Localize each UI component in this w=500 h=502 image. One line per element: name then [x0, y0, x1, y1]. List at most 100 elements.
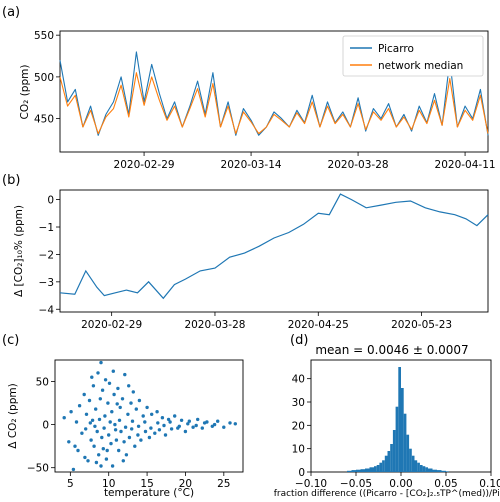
- x-tick-label: 2020-03-28: [328, 159, 389, 171]
- scatter-point: [83, 455, 87, 460]
- panel-a-yticks: 450 500 550: [34, 30, 60, 126]
- scatter-point: [71, 467, 76, 472]
- y-tick-label: 550: [34, 30, 54, 42]
- y-tick-label: 0: [42, 420, 49, 432]
- y-tick-label: 0: [47, 195, 54, 207]
- y-tick-label: 40: [292, 374, 305, 386]
- scatter-point: [90, 418, 95, 422]
- scatter-point: [163, 433, 168, 437]
- y-tick-label: 10: [292, 444, 305, 456]
- x-tick-label: −0.05: [340, 478, 372, 490]
- scatter-point: [228, 421, 232, 425]
- scatter-point: [67, 440, 71, 444]
- scatter-point: [107, 381, 112, 385]
- scatter-point: [90, 375, 94, 379]
- scatter-point: [112, 392, 116, 397]
- scatter-point: [111, 369, 116, 373]
- scatter-point: [157, 428, 162, 432]
- x-tick-label: 0.05: [434, 478, 457, 490]
- scatter-point: [108, 420, 112, 424]
- scatter-point: [82, 392, 86, 397]
- scatter-point: [153, 431, 157, 435]
- legend-box: [342, 35, 484, 77]
- histogram-bar: [387, 451, 391, 472]
- scatter-point: [114, 438, 119, 442]
- scatter-point: [84, 412, 89, 416]
- x-tick-label: 25: [217, 478, 230, 490]
- scatter-point: [74, 420, 79, 424]
- panel-a-ylabel: CO₂ (ppm): [19, 65, 31, 120]
- y-tick-label: 500: [34, 72, 54, 84]
- scatter-point: [91, 384, 96, 388]
- panel-b-xticks: 2020-02-29 2020-03-28 2020-04-25 2020-05-23: [81, 312, 452, 331]
- histogram-bar: [411, 455, 415, 472]
- scatter-point: [96, 371, 100, 375]
- histogram-bar: [414, 460, 418, 472]
- x-tick-label: 2020-04-11: [435, 159, 496, 171]
- histogram-bar: [384, 455, 388, 472]
- scatter-point: [150, 412, 154, 416]
- histogram-bar: [395, 406, 399, 472]
- histogram-bar: [409, 448, 412, 472]
- scatter-point: [143, 420, 147, 424]
- y-tick-label: 50: [36, 377, 49, 389]
- series-line-delta-co2: [59, 193, 489, 300]
- histogram-bar: [441, 470, 446, 472]
- histogram-bar: [446, 471, 449, 472]
- panel-label-c: (c): [2, 333, 19, 348]
- scatter-point: [202, 421, 207, 425]
- scatter-point: [101, 447, 106, 451]
- panel-d-yticks: 0 10 20 30 40: [292, 374, 311, 479]
- scatter-point: [183, 429, 188, 434]
- x-tick-label: 2020-03-14: [221, 159, 282, 171]
- panel-d-xticks: −0.10 −0.05 0.00 0.05 0.10: [295, 472, 500, 490]
- histogram-bar: [374, 466, 377, 472]
- scatter-point: [200, 426, 204, 430]
- scatter-point: [80, 431, 84, 435]
- scatter-point: [110, 464, 115, 468]
- scatter-point: [124, 453, 129, 457]
- scatter-point: [107, 433, 111, 437]
- series-line-network-median: [59, 72, 489, 135]
- panel-c-ylabel: Δ CO₂ (ppm): [7, 383, 19, 448]
- panel-d-xlabel: fraction difference ((Picarro - [CO₂]₂.₅…: [274, 489, 500, 499]
- histogram-bar: [379, 462, 383, 472]
- histogram-bar: [419, 465, 423, 472]
- scatter-point: [166, 417, 171, 422]
- panel-d-bars: [347, 367, 449, 472]
- scatter-point: [173, 414, 177, 418]
- histogram-bar: [403, 413, 407, 472]
- scatter-point: [131, 390, 135, 394]
- scatter-point: [216, 419, 220, 423]
- scatter-point: [95, 429, 99, 434]
- scatter-point: [87, 398, 92, 403]
- panel-c-yticks: −50 0 50: [27, 377, 55, 475]
- histogram-bar: [425, 467, 428, 472]
- histogram-bar: [365, 468, 370, 472]
- scatter-point: [99, 464, 103, 468]
- x-tick-label: −0.10: [295, 478, 327, 490]
- scatter-point: [84, 427, 88, 431]
- scatter-point: [139, 438, 143, 442]
- panel-c-chart: −50 0 50 5 10 15 20 25 temperature (°C) Δ CO₂ …: [7, 359, 244, 499]
- scatter-point: [191, 425, 195, 429]
- scatter-point: [120, 397, 125, 401]
- panel-label-b: (b): [2, 173, 20, 188]
- panel-c-points: [62, 360, 237, 472]
- scatter-point: [186, 422, 190, 426]
- y-tick-label: 450: [34, 114, 54, 126]
- x-tick-label: 0.10: [479, 478, 500, 490]
- scatter-point: [145, 405, 149, 410]
- histogram-bar: [351, 470, 356, 472]
- scatter-point: [103, 414, 107, 418]
- y-tick-label: −50: [27, 463, 49, 475]
- histogram-bar: [398, 367, 401, 472]
- panel-b-yticks: 0 −1 −2 −3 −4: [39, 195, 60, 316]
- scatter-point: [160, 416, 165, 420]
- scatter-point: [127, 435, 132, 440]
- scatter-point: [117, 418, 122, 422]
- histogram-bar: [390, 444, 393, 472]
- scatter-point: [103, 378, 108, 382]
- scatter-point: [134, 407, 138, 411]
- scatter-point: [115, 402, 119, 406]
